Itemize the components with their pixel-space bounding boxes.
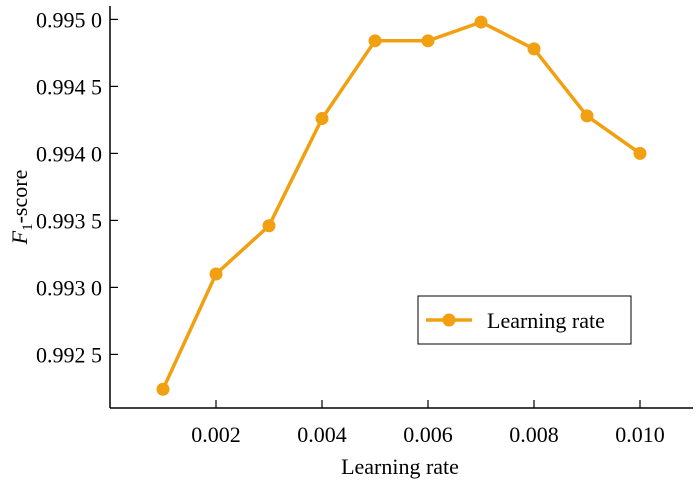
legend-label: Learning rate [487,308,605,333]
data-point [580,109,594,123]
y-tick-label: 0.994 5 [36,74,102,99]
data-point [262,219,276,233]
axes [109,6,693,409]
x-tick-label: 0.008 [509,422,559,447]
series-line [161,20,642,390]
y-axis-label: F1-score [7,170,36,246]
y-tick-label: 0.995 0 [36,7,102,32]
x-tick-label: 0.006 [403,422,453,447]
y-axis-label-subscript: 1 [20,223,36,231]
data-point [156,382,170,396]
y-tick-label: 0.992 5 [36,342,102,367]
x-tick-label: 0.002 [191,422,241,447]
series-layer [156,15,647,396]
x-tick-label: 0.004 [297,422,347,447]
x-axis-label: Learning rate [341,454,459,479]
y-axis-label-main: F [7,230,32,245]
data-point [315,112,329,126]
x-ticks: 0.002 0.004 0.006 0.008 0.010 [191,400,665,447]
legend-marker-swatch [442,313,456,327]
y-tick-label: 0.993 0 [36,275,102,300]
y-tick-label: 0.994 0 [36,141,102,166]
data-point [474,15,488,29]
y-ticks: 0.992 5 0.993 0 0.993 5 0.994 0 0.994 5 0.995… [36,7,118,367]
data-point [527,42,541,56]
data-point [421,34,435,48]
y-tick-label: 0.993 5 [36,208,102,233]
data-point [209,267,223,281]
y-axis-label-rest: -score [7,170,32,224]
data-point [368,34,382,48]
data-point [633,146,647,160]
legend: Learning rate [417,295,632,345]
x-tick-label: 0.010 [615,422,665,447]
